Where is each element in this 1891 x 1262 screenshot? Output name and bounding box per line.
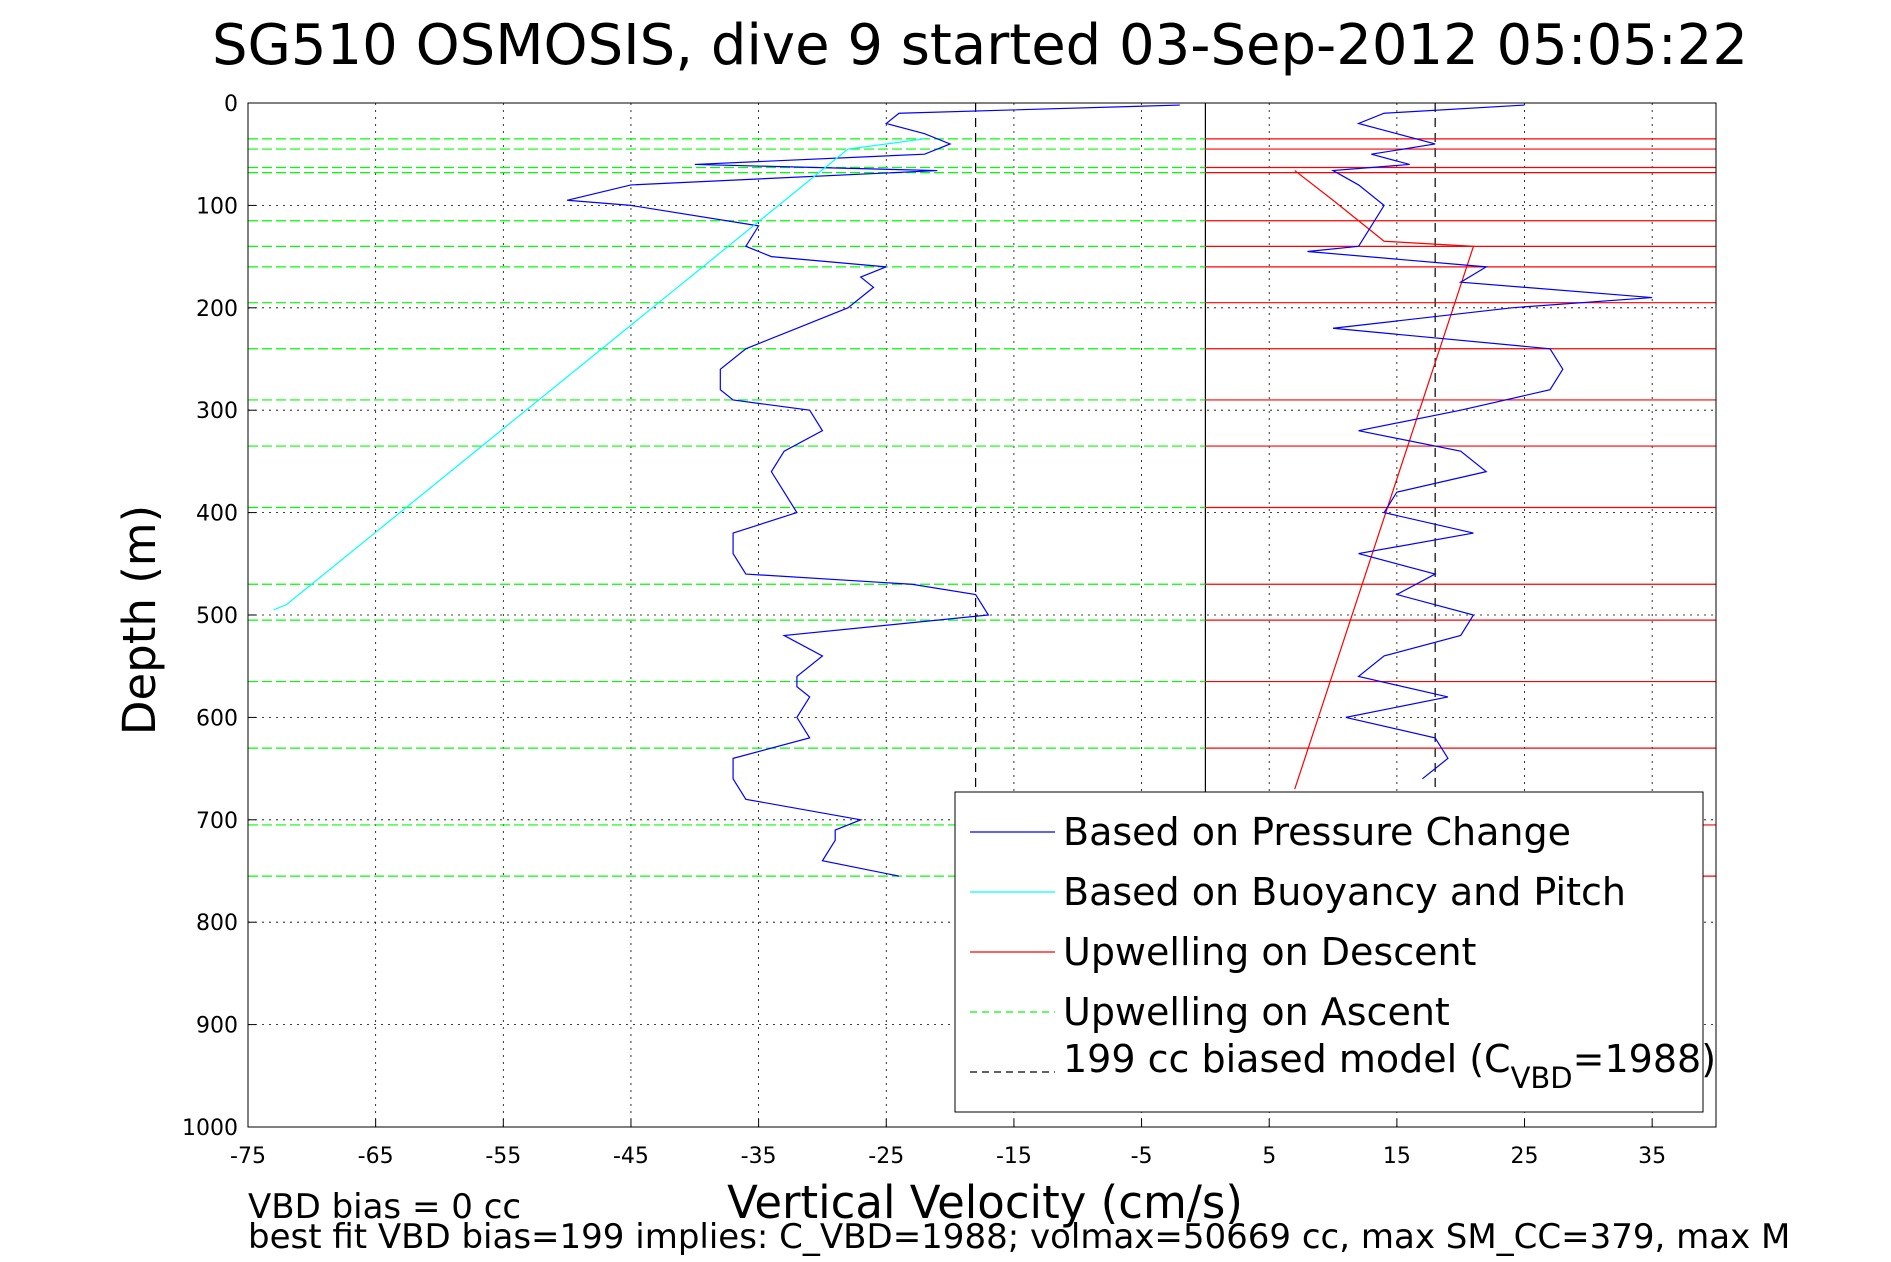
- pressure-velocity-descent: [566, 104, 1180, 877]
- legend-entry-descent: Upwelling on Descent: [970, 930, 1476, 974]
- series-layer: [248, 103, 1716, 912]
- legend-label-model-suffix: =1988): [1573, 1037, 1716, 1081]
- x-axis-label: Vertical Velocity (cm/s): [727, 1176, 1243, 1229]
- y-tick-label: 200: [196, 297, 238, 322]
- x-tick-label: -5: [1131, 1144, 1153, 1169]
- footer-line-best-fit: best fit VBD bias=199 implies: C_VBD=198…: [248, 1217, 1790, 1257]
- x-tick-label: -45: [613, 1144, 649, 1169]
- y-tick-label: 100: [196, 194, 238, 219]
- x-tick-label: -25: [868, 1144, 904, 1169]
- y-tick-label: 1000: [182, 1116, 238, 1141]
- legend-label-ascent: Upwelling on Ascent: [1063, 990, 1450, 1034]
- x-tick-label: -75: [230, 1144, 266, 1169]
- pressure-velocity-ascent: [1307, 104, 1653, 780]
- y-tick-label: 700: [196, 809, 238, 834]
- chart-title: SG510 OSMOSIS, dive 9 started 03-Sep-201…: [212, 13, 1748, 78]
- legend-label-pressure: Based on Pressure Change: [1063, 810, 1571, 854]
- y-tick-label: 300: [196, 399, 238, 424]
- x-tick-label: 25: [1511, 1144, 1539, 1169]
- legend-label-model: 199 cc biased model (CVBD=1988): [1063, 1037, 1716, 1095]
- y-tick-label: 900: [196, 1014, 238, 1039]
- footer-line-vbd-bias: VBD bias = 0 cc: [248, 1187, 521, 1227]
- x-tick-label: 5: [1262, 1144, 1276, 1169]
- legend-entry-buoyancy: Based on Buoyancy and Pitch: [970, 870, 1626, 914]
- x-tick-label: -15: [996, 1144, 1032, 1169]
- y-tick-label: 500: [196, 604, 238, 629]
- x-tick-label: -65: [358, 1144, 394, 1169]
- x-tick-label: 15: [1383, 1144, 1411, 1169]
- legend-label-model-main: 199 cc biased model (C: [1063, 1037, 1511, 1081]
- descent-fit-line: [1294, 170, 1475, 790]
- legend-label-model-subscript: VBD: [1511, 1061, 1573, 1095]
- legend-entry-model: 199 cc biased model (CVBD=1988): [970, 1037, 1716, 1095]
- x-tick-label: -35: [741, 1144, 777, 1169]
- axis-ticks: -75 -65 -55 -45 -35 -25 -15 -5 5 15 25 350100200300…: [182, 92, 1666, 1169]
- legend-box: [954, 791, 1704, 1113]
- legend: Based on Pressure Change Based on Buoyan…: [954, 791, 1716, 1113]
- x-tick-label: -55: [485, 1144, 521, 1169]
- grid-lines: [247, 102, 1716, 1128]
- y-tick-label: 600: [196, 706, 238, 731]
- y-tick-label: 400: [196, 502, 238, 527]
- y-axis-label: Depth (m): [113, 505, 166, 735]
- legend-label-descent: Upwelling on Descent: [1063, 930, 1476, 974]
- buoyancy-velocity: [273, 138, 925, 611]
- legend-entry-pressure: Based on Pressure Change: [970, 810, 1571, 854]
- legend-label-buoyancy: Based on Buoyancy and Pitch: [1063, 870, 1626, 914]
- y-tick-label: 800: [196, 911, 238, 936]
- y-tick-label: 0: [224, 92, 238, 117]
- legend-entry-ascent: Upwelling on Ascent: [970, 990, 1450, 1034]
- x-tick-label: 35: [1638, 1144, 1666, 1169]
